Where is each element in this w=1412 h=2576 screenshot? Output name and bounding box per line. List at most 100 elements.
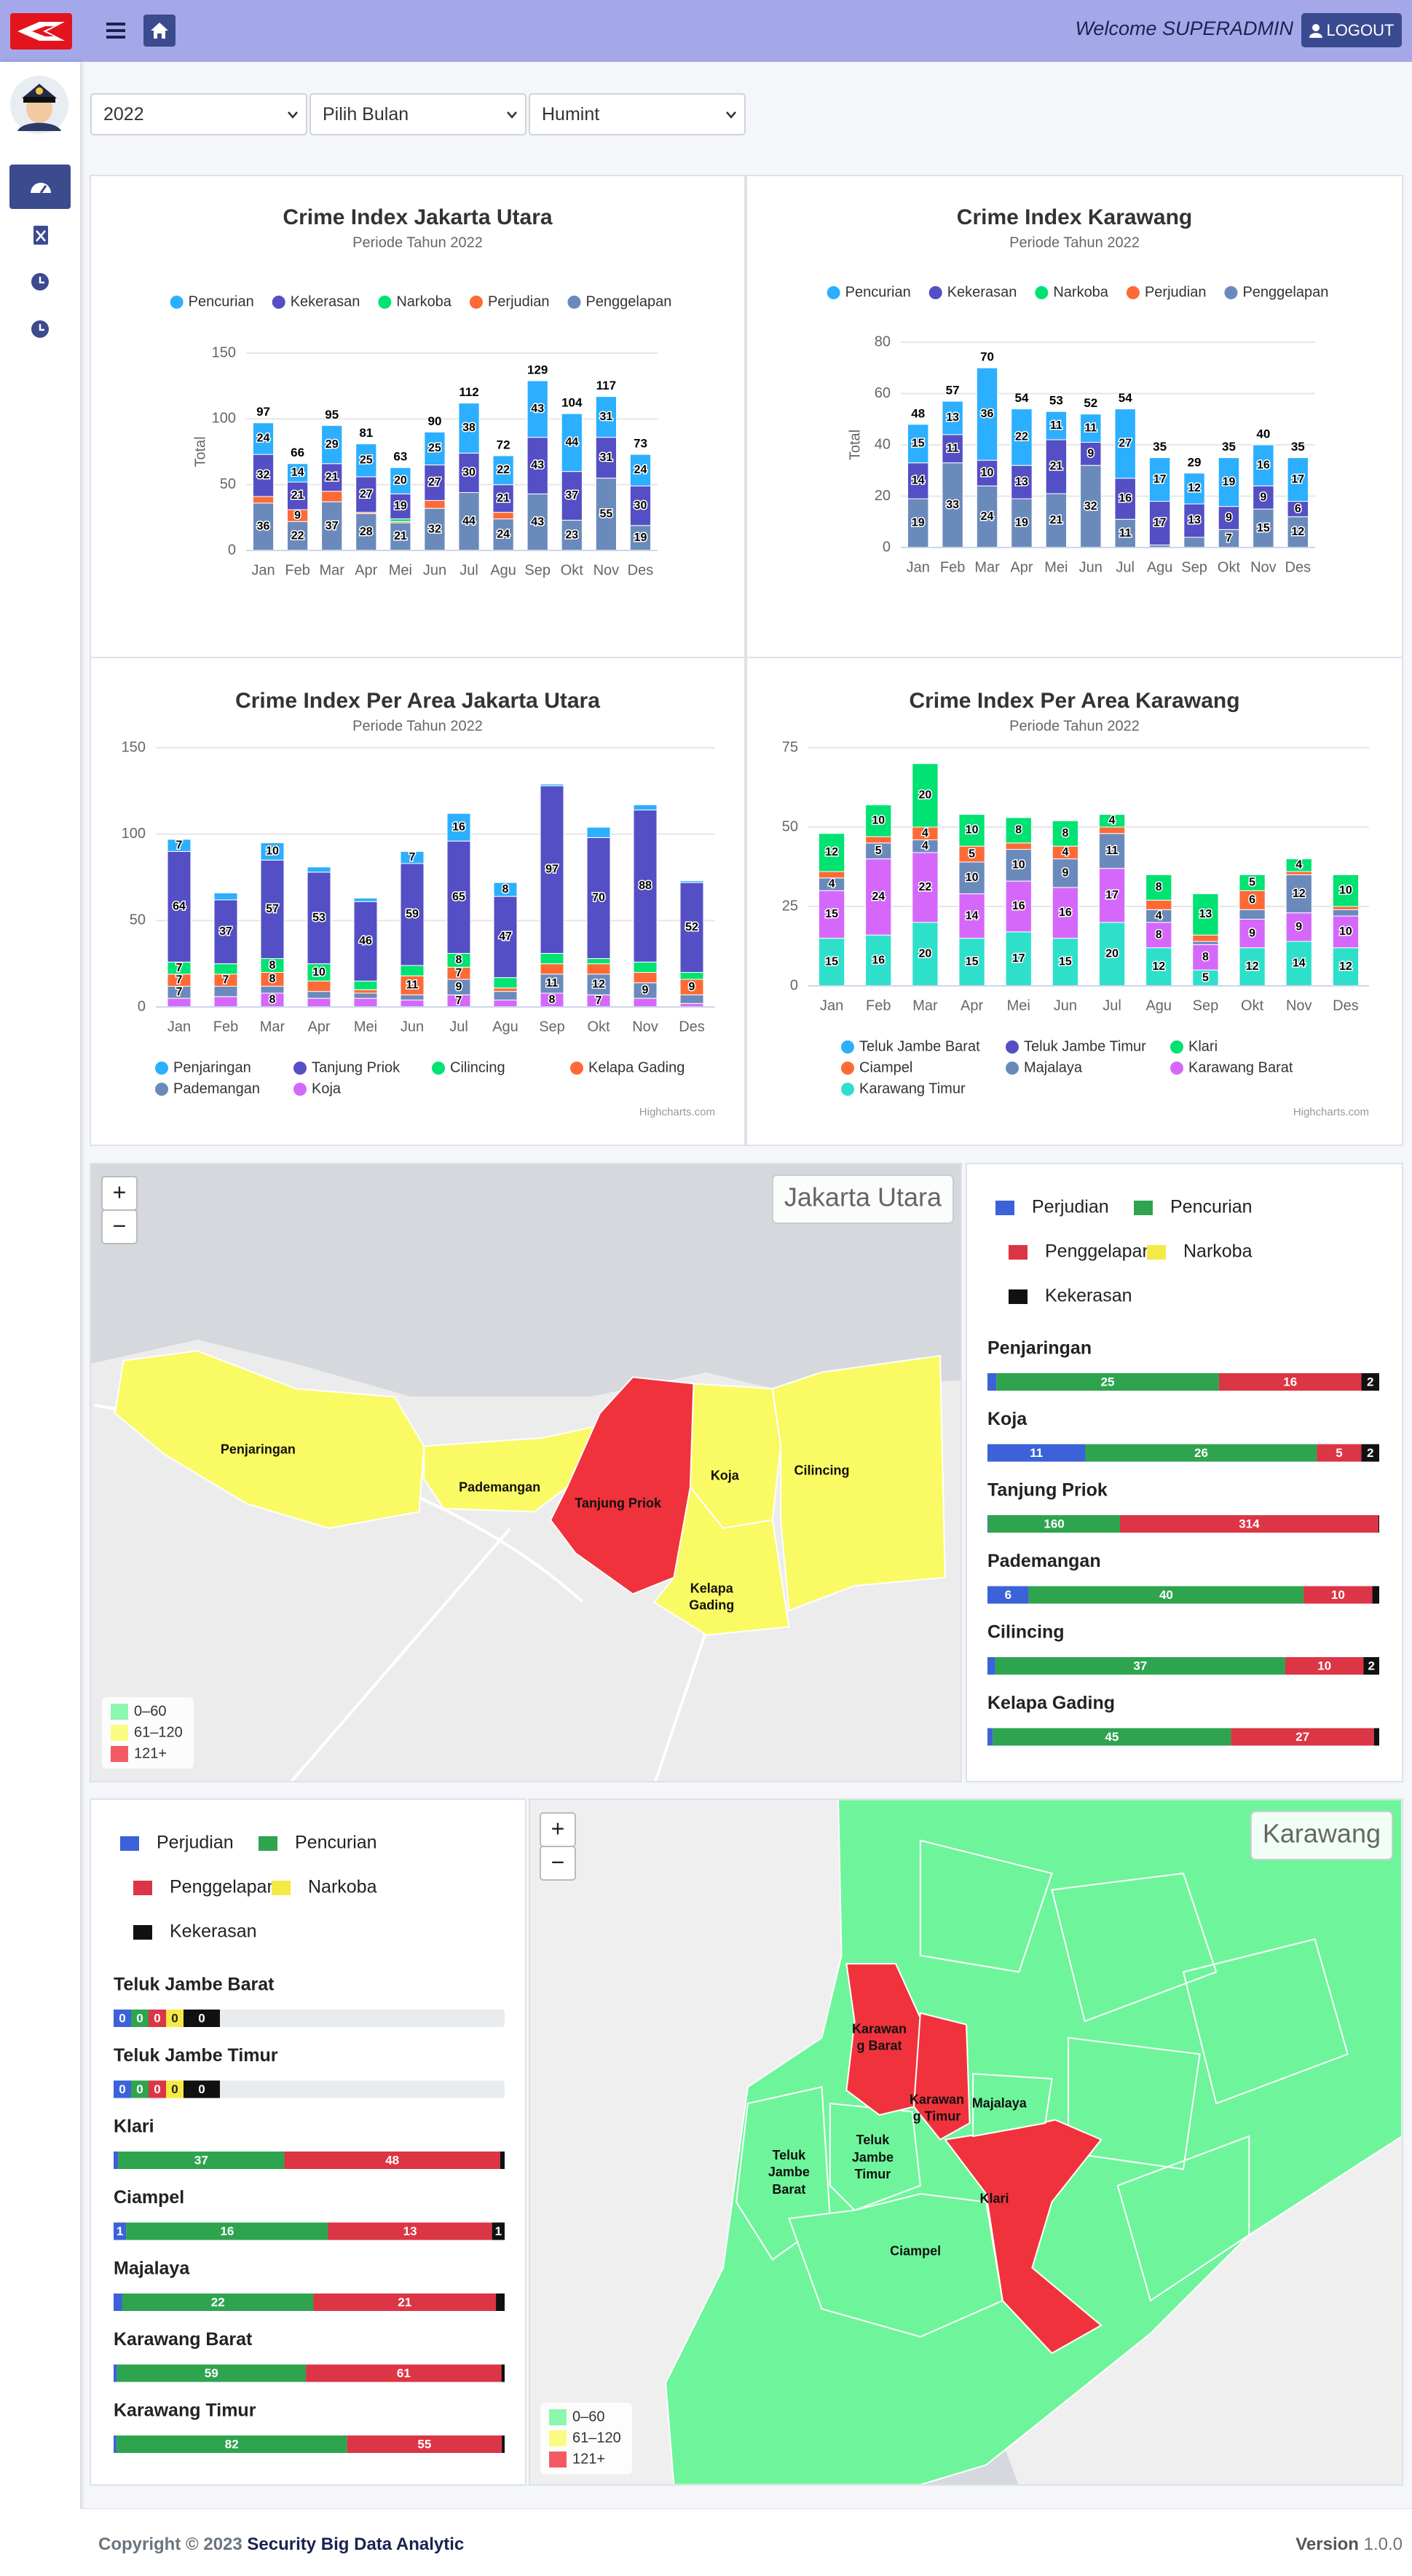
legend-label: Kelapa Gading <box>588 1059 685 1075</box>
map-region[interactable] <box>912 2012 971 2141</box>
bar-segment <box>1332 874 1360 907</box>
bar-segment <box>987 1657 995 1675</box>
bar-segment <box>1098 922 1126 987</box>
legend-item[interactable]: Kekerasan <box>272 293 360 309</box>
map-region[interactable] <box>423 1425 596 1513</box>
data-label: 8 <box>1156 928 1162 941</box>
map-region[interactable] <box>652 1485 790 1636</box>
y-tick-label: 100 <box>122 826 146 842</box>
bar-segment <box>1361 1373 1379 1391</box>
source-select[interactable]: Humint <box>529 93 746 135</box>
legend-item[interactable]: Perjudian <box>469 293 550 309</box>
nav-history[interactable] <box>31 320 49 338</box>
top-bar: Welcome SUPERADMIN LOGOUT <box>0 0 1412 62</box>
segment-legend-label: Perjudian <box>1032 1197 1109 1217</box>
legend-item[interactable]: Ciampel <box>841 1059 912 1075</box>
zoom-label[interactable]: + <box>551 1815 565 1841</box>
bar-segment <box>1183 537 1205 548</box>
zoom-button[interactable] <box>540 1846 576 1881</box>
bar-segment <box>1285 1657 1364 1675</box>
legend-item[interactable]: Pademangan <box>155 1080 260 1097</box>
nav-history[interactable] <box>31 273 49 291</box>
breakdown-panel <box>966 1163 1403 1782</box>
legend-item[interactable]: Klari <box>1170 1038 1218 1054</box>
legend-item[interactable]: Narkoba <box>1035 284 1109 300</box>
select-value[interactable]: Humint <box>542 104 600 125</box>
legend-label: Ciampel <box>859 1059 912 1075</box>
bar-segment <box>424 431 446 466</box>
legend-label: Cilincing <box>450 1059 505 1075</box>
data-label: 9 <box>689 981 695 993</box>
data-label: 10 <box>1339 925 1352 938</box>
segment-label: 160 <box>1044 1517 1064 1530</box>
home-button[interactable] <box>143 15 175 47</box>
zoom-button[interactable] <box>101 1209 138 1244</box>
data-label: 46 <box>359 935 372 947</box>
map-jakarta <box>91 1164 961 1781</box>
x-tick-label: Jan <box>251 562 275 578</box>
map-legend-label: 0–60 <box>572 2409 605 2425</box>
menu-toggle[interactable] <box>106 23 125 39</box>
legend-item[interactable]: Pencurian <box>170 293 254 309</box>
zoom-label[interactable]: − <box>551 1849 565 1875</box>
segment-label: 314 <box>1239 1517 1260 1530</box>
nav-report[interactable] <box>33 226 48 245</box>
zoom-label[interactable]: + <box>113 1179 127 1205</box>
bar-segment <box>1287 516 1309 548</box>
legend-item[interactable]: Karawang Timur <box>841 1080 966 1097</box>
logout-button[interactable]: LOGOUT <box>1301 13 1402 47</box>
data-label: 22 <box>1015 431 1028 443</box>
legend-item[interactable]: Narkoba <box>378 293 452 309</box>
legend-item[interactable]: Pencurian <box>827 284 911 300</box>
year-select[interactable]: 2022 <box>90 93 307 135</box>
legend-label: Teluk Jambe Barat <box>859 1038 980 1054</box>
legend-item[interactable]: Kekerasan <box>928 284 1017 300</box>
legend-item[interactable]: Teluk Jambe Timur <box>1006 1038 1146 1054</box>
bar-segment <box>252 502 275 551</box>
data-label: 10 <box>872 814 885 826</box>
bar-segment <box>1253 485 1274 510</box>
legend-item[interactable]: Majalaya <box>1006 1059 1083 1075</box>
map-region[interactable] <box>114 1350 425 1530</box>
legend-item[interactable]: Perjudian <box>1126 284 1207 300</box>
data-label: 21 <box>291 489 304 502</box>
legend-item[interactable]: Koja <box>293 1080 342 1097</box>
bar-segment <box>353 897 378 902</box>
data-label: 10 <box>981 467 994 479</box>
map-region[interactable] <box>771 1354 946 1612</box>
month-select[interactable]: Pilih Bulan <box>309 93 526 135</box>
bar-segment <box>114 2222 127 2240</box>
zoom-label[interactable]: − <box>113 1212 127 1238</box>
chevron <box>726 111 736 119</box>
bar-segment <box>818 938 845 987</box>
select-value[interactable]: 2022 <box>103 104 144 125</box>
bar-segment <box>353 997 378 1008</box>
logout-label[interactable]: LOGOUT <box>1326 20 1395 39</box>
y-tick-label: 25 <box>782 898 798 914</box>
x-tick-label: Nov <box>632 1019 658 1035</box>
x-tick-label: Apr <box>1010 559 1033 575</box>
legend-item[interactable]: Karawang Barat <box>1170 1059 1293 1075</box>
legend-item[interactable]: Teluk Jambe Barat <box>841 1038 980 1054</box>
bar-segment <box>1303 1586 1373 1604</box>
legend-item[interactable]: Kelapa Gading <box>570 1059 685 1075</box>
legend-item[interactable]: Penggelapan <box>567 293 671 309</box>
chart-title: Crime Index Per Area Jakarta Utara <box>235 689 600 713</box>
data-label: 11 <box>947 443 959 455</box>
legend-item[interactable]: Penjaringan <box>155 1059 251 1075</box>
bar-segment <box>1005 842 1032 850</box>
segment-label: 6 <box>1005 1588 1011 1602</box>
legend-item[interactable]: Penggelapan <box>1224 284 1328 300</box>
map-region[interactable] <box>788 2193 1003 2338</box>
legend-item[interactable]: Cilincing <box>432 1059 505 1075</box>
legend-item[interactable]: Tanjung Priok <box>293 1059 401 1075</box>
data-label: 16 <box>452 821 465 833</box>
select-value[interactable]: Pilih Bulan <box>323 104 409 125</box>
logo[interactable] <box>10 13 72 50</box>
map-region[interactable] <box>972 2073 1053 2138</box>
map-region[interactable] <box>845 1963 921 2116</box>
x-tick-label: Sep <box>1181 559 1207 575</box>
brand[interactable]: Security Big Data Analytic <box>247 2534 465 2554</box>
legend-marker <box>928 286 942 299</box>
segment-legend-label: Penggelapan <box>1045 1241 1152 1262</box>
